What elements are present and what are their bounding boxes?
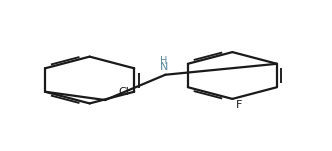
Text: Cl: Cl — [118, 87, 129, 97]
Text: N: N — [159, 62, 168, 72]
Text: H: H — [160, 56, 167, 66]
Text: F: F — [236, 100, 242, 110]
